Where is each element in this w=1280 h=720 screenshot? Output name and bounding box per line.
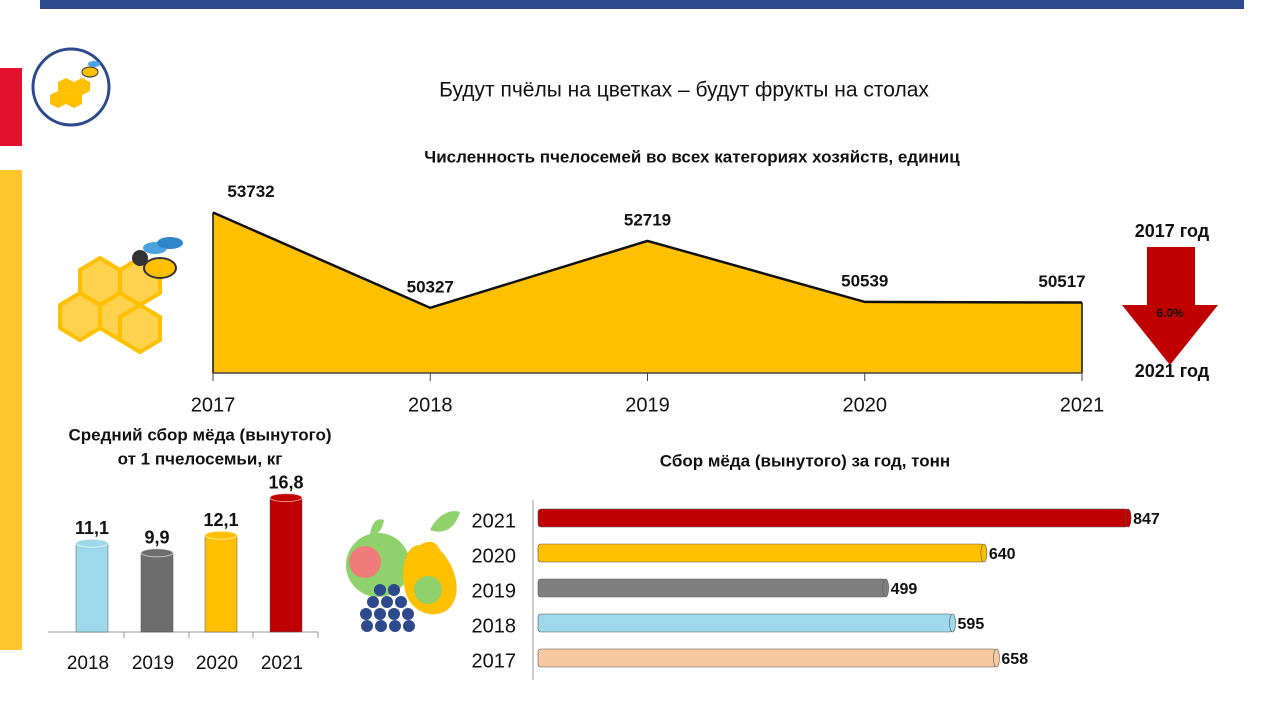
data-label: 50327 <box>407 277 454 296</box>
x-tick-label: 2020 <box>196 653 238 674</box>
data-label: 50539 <box>841 271 888 290</box>
x-tick-label: 2021 <box>261 653 303 674</box>
x-tick-label: 2017 <box>191 394 236 416</box>
bar-cap <box>993 648 1000 668</box>
side-bar-yellow <box>0 170 22 650</box>
data-label: 12,1 <box>203 510 238 530</box>
y-tick-label: 2021 <box>472 510 517 532</box>
bar-cap <box>1124 508 1132 528</box>
bar <box>204 534 238 633</box>
data-label: 16,8 <box>268 472 303 492</box>
bar-cap <box>882 578 889 598</box>
area <box>213 212 1082 373</box>
data-label: 595 <box>958 616 985 633</box>
bar <box>269 497 303 633</box>
bee-illustration <box>58 237 183 355</box>
page-title: Будут пчёлы на цветках – будут фрукты на… <box>439 79 929 102</box>
bar-top <box>204 530 238 540</box>
chart-title: Средний сбор мёда (вынутого) <box>69 425 332 444</box>
y-tick-label: 2020 <box>472 545 517 567</box>
bar <box>537 613 953 633</box>
annotation: 2021 год <box>1135 361 1210 381</box>
bar <box>537 578 886 598</box>
bar-top <box>75 538 109 548</box>
side-bar-red <box>0 68 22 146</box>
bar <box>140 552 174 633</box>
data-label: 640 <box>989 546 1016 563</box>
decline-arrow <box>1122 247 1218 365</box>
data-label: 52719 <box>624 210 671 229</box>
fruit-illustration <box>346 511 460 632</box>
bar <box>537 648 997 668</box>
bar-top <box>269 493 303 503</box>
x-tick-label: 2019 <box>132 653 174 674</box>
logo <box>31 47 111 127</box>
y-tick-label: 2017 <box>472 650 517 672</box>
data-label: 50517 <box>1038 272 1085 291</box>
annotation: 6.0% <box>1156 306 1184 320</box>
chart-title: от 1 пчелосемьи, кг <box>118 449 283 468</box>
data-label: 658 <box>1001 651 1028 668</box>
chart-title: Численность пчелосемей во всех категория… <box>424 147 960 166</box>
chart-title: Сбор мёда (вынутого) за год, тонн <box>660 451 950 470</box>
bar-cap <box>949 613 956 633</box>
x-tick-label: 2018 <box>67 653 109 674</box>
x-tick-label: 2019 <box>625 394 670 416</box>
data-label: 9,9 <box>144 528 169 548</box>
bar-cap <box>980 543 988 563</box>
data-label: 499 <box>891 581 918 598</box>
x-tick-label: 2020 <box>843 394 888 416</box>
area-line <box>212 211 1083 310</box>
y-tick-label: 2019 <box>472 580 517 602</box>
bar <box>537 543 985 563</box>
data-label: 847 <box>1133 511 1160 528</box>
bar <box>75 542 109 633</box>
bar <box>537 508 1129 528</box>
data-label: 11,1 <box>75 518 109 538</box>
x-tick-label: 2018 <box>408 394 453 416</box>
data-label: 53732 <box>227 182 274 201</box>
top-bar <box>40 0 1244 9</box>
x-tick-label: 2021 <box>1060 394 1105 416</box>
y-tick-label: 2018 <box>472 615 517 637</box>
bar-top <box>140 548 174 558</box>
annotation: 2017 год <box>1135 221 1210 241</box>
